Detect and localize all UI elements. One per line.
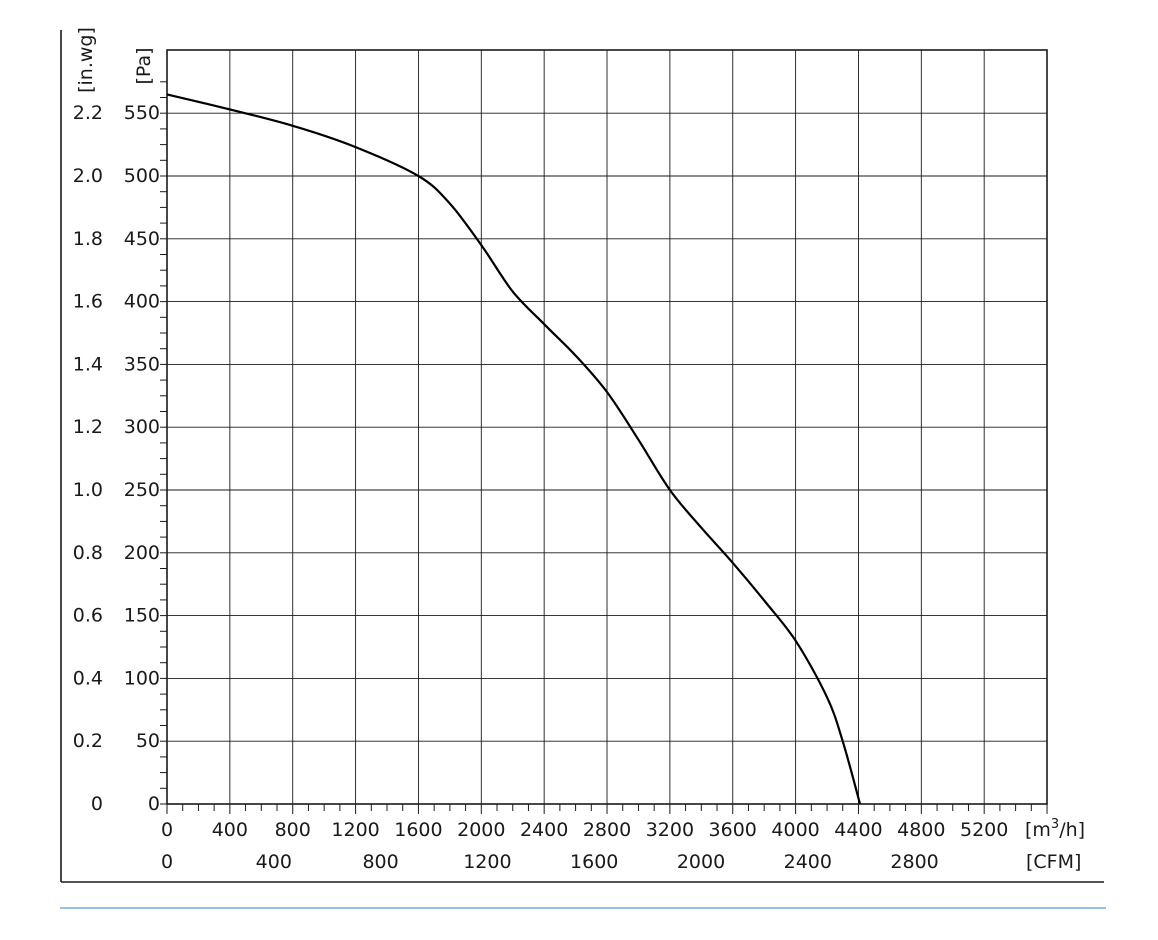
x-tick-label-secondary: 2400	[784, 851, 832, 873]
y-tick-label-primary: 100	[124, 667, 160, 689]
x-tick-label-primary: 800	[275, 819, 311, 841]
y-tick-label-primary: 450	[124, 228, 160, 250]
x-tick-label-primary: 4400	[834, 819, 882, 841]
x-tick-label-primary: 0	[161, 819, 173, 841]
y-tick-label-secondary: 0.2	[73, 730, 103, 752]
y-tick-label-primary: 500	[124, 165, 160, 187]
plot-frame	[166, 49, 1048, 805]
y-tick-label-secondary: 1.8	[73, 228, 103, 250]
x-tick-label-secondary: 0	[161, 851, 173, 873]
x-tick-label-primary: 3600	[709, 819, 757, 841]
x-tick-label-primary: 1600	[394, 819, 442, 841]
x-tick-label-primary: 5200	[960, 819, 1008, 841]
y-tick-label-primary: 200	[124, 542, 160, 564]
y-tick-label-secondary: 0	[91, 793, 103, 815]
x-tick-label-primary: 2400	[520, 819, 568, 841]
y-tick-label-primary: 400	[124, 291, 160, 313]
tick-labels: 0 400 800 1200 1600 2000 2400 2800 3200 3600 4000 4…	[73, 102, 1009, 873]
y-tick-label-secondary: 0.6	[73, 605, 103, 627]
y-tick-label-primary: 350	[124, 353, 160, 375]
y-tick-label-primary: 300	[124, 416, 160, 438]
y-unit-inwg: [in.wg]	[75, 27, 97, 93]
y-tick-label-secondary: 2.2	[73, 102, 103, 124]
x-tick-label-primary: 2800	[583, 819, 631, 841]
y-tick-label-primary: 150	[124, 605, 160, 627]
x-tick-label-primary: 400	[212, 819, 248, 841]
x-tick-label-secondary: 800	[362, 851, 398, 873]
y-tick-label-primary: 250	[124, 479, 160, 501]
grid	[167, 50, 1047, 804]
y-tick-label-secondary: 0.8	[73, 542, 103, 564]
x-unit-secondary: [CFM]	[1026, 851, 1081, 873]
y-unit-pa: [Pa]	[133, 47, 155, 84]
x-unit-primary: [m3/h]	[1025, 817, 1085, 841]
performance-curve	[166, 93, 862, 805]
minor-ticks	[160, 81, 1048, 814]
y-tick-label-secondary: 1.0	[73, 479, 103, 501]
x-tick-label-secondary: 400	[256, 851, 292, 873]
x-tick-label-primary: 3200	[646, 819, 694, 841]
x-tick-label-primary: 4800	[897, 819, 945, 841]
x-tick-label-primary: 2000	[457, 819, 505, 841]
y-tick-label-primary: 550	[124, 102, 160, 124]
y-tick-label-secondary: 1.2	[73, 416, 103, 438]
x-tick-label-secondary: 2000	[677, 851, 725, 873]
y-tick-label-secondary: 2.0	[73, 165, 103, 187]
y-tick-label-secondary: 1.6	[73, 291, 103, 313]
x-tick-label-primary: 4000	[771, 819, 819, 841]
x-tick-label-primary: 1200	[331, 819, 379, 841]
y-tick-label-secondary: 0.4	[73, 667, 103, 689]
y-tick-label-primary: 0	[148, 793, 160, 815]
x-tick-label-secondary: 1200	[463, 851, 511, 873]
x-tick-label-secondary: 1600	[570, 851, 618, 873]
y-tick-label-secondary: 1.4	[73, 353, 103, 375]
x-tick-label-secondary: 2800	[890, 851, 938, 873]
y-tick-label-primary: 50	[136, 730, 160, 752]
